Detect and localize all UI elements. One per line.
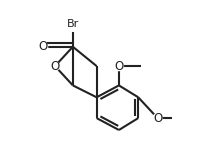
Circle shape [51,62,59,70]
Text: O: O [114,60,124,73]
Text: Br: Br [67,20,79,29]
Circle shape [39,42,48,51]
Text: O: O [38,40,48,53]
Text: O: O [153,112,162,125]
Text: O: O [50,60,60,73]
Circle shape [114,62,123,70]
Circle shape [153,114,162,123]
Circle shape [67,19,79,30]
